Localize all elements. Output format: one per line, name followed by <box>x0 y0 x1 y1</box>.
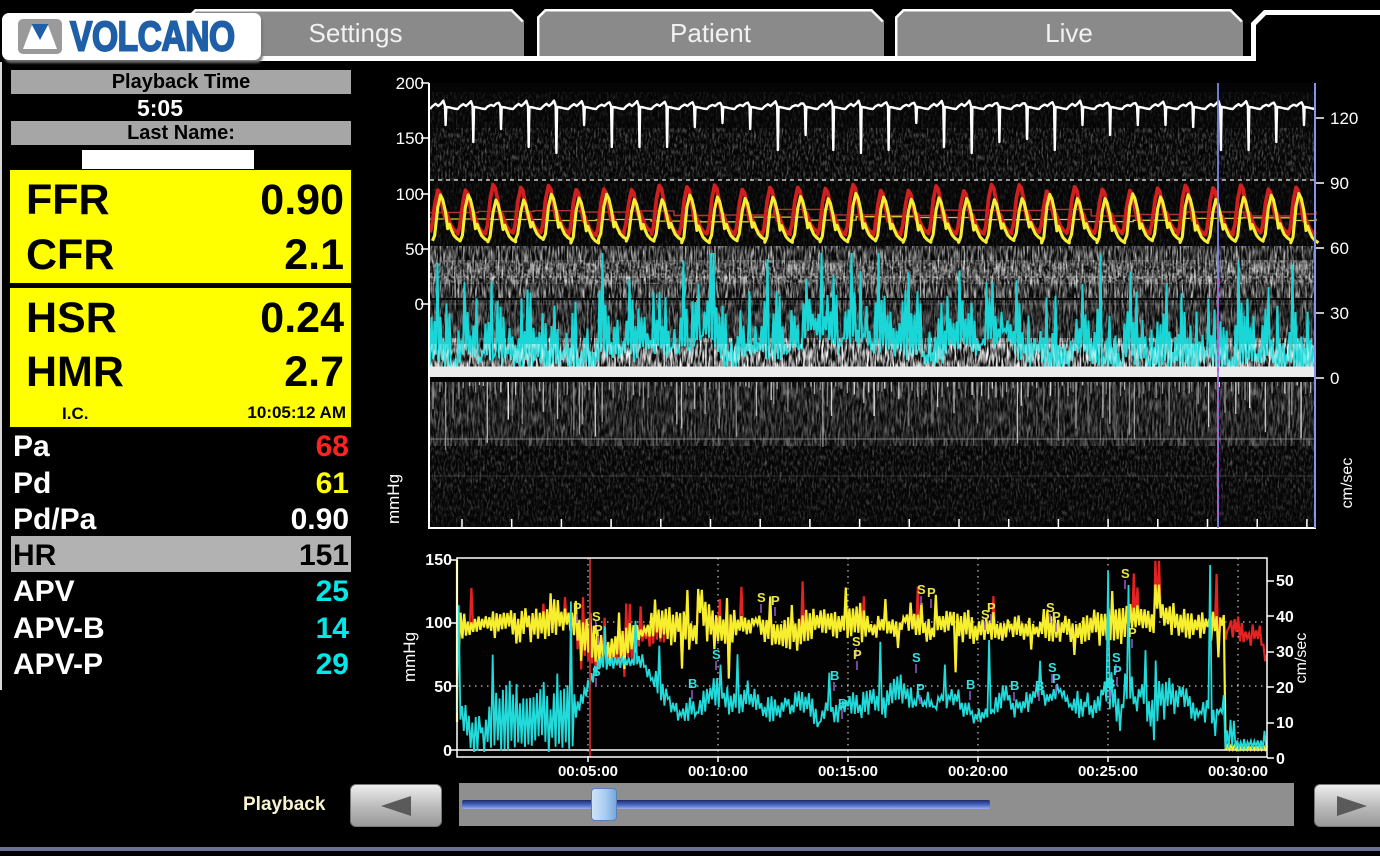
svg-text:150: 150 <box>425 552 452 569</box>
svg-text:B: B <box>1010 678 1019 693</box>
svg-text:40: 40 <box>1276 609 1294 626</box>
svg-text:0: 0 <box>1330 369 1339 388</box>
svg-text:P: P <box>1113 663 1122 678</box>
svg-text:10: 10 <box>1276 715 1294 732</box>
svg-text:S: S <box>757 590 766 605</box>
svg-text:0: 0 <box>443 743 452 760</box>
svg-text:B: B <box>1106 676 1115 691</box>
svg-text:00:05:00: 00:05:00 <box>558 763 618 780</box>
svg-text:P: P <box>573 600 582 615</box>
svg-text:P: P <box>927 585 936 600</box>
svg-text:B: B <box>1035 678 1044 693</box>
svg-text:S: S <box>592 609 601 624</box>
svg-text:P: P <box>916 681 925 696</box>
svg-text:50: 50 <box>1276 573 1294 590</box>
svg-text:30: 30 <box>1276 644 1294 661</box>
svg-text:90: 90 <box>1330 174 1349 193</box>
svg-text:P: P <box>987 600 996 615</box>
svg-text:100: 100 <box>425 615 452 632</box>
svg-text:P: P <box>853 647 862 662</box>
svg-text:cm/sec: cm/sec <box>1293 633 1310 684</box>
svg-text:B: B <box>966 677 975 692</box>
svg-text:S: S <box>912 650 921 665</box>
svg-text:mmHg: mmHg <box>400 632 419 682</box>
svg-text:P: P <box>1128 625 1137 640</box>
svg-text:S: S <box>1112 650 1121 665</box>
svg-text:20: 20 <box>1276 680 1294 697</box>
svg-text:S: S <box>592 664 601 679</box>
svg-text:P: P <box>594 622 603 637</box>
svg-text:S: S <box>917 582 926 597</box>
svg-text:B: B <box>838 696 847 711</box>
svg-text:mmHg: mmHg <box>384 474 403 524</box>
svg-text:S: S <box>852 634 861 649</box>
svg-text:P: P <box>771 593 780 608</box>
svg-text:00:15:00: 00:15:00 <box>818 763 878 780</box>
svg-text:0: 0 <box>1276 751 1285 768</box>
svg-text:S: S <box>1046 600 1055 615</box>
svg-text:100: 100 <box>396 185 424 204</box>
svg-text:30: 30 <box>1330 304 1349 323</box>
svg-text:50: 50 <box>434 679 452 696</box>
svg-text:0: 0 <box>415 295 424 314</box>
svg-text:50: 50 <box>405 240 424 259</box>
svg-text:P: P <box>1052 671 1061 686</box>
svg-text:B: B <box>688 676 697 691</box>
svg-text:60: 60 <box>1330 239 1349 258</box>
svg-text:150: 150 <box>396 129 424 148</box>
svg-text:P: P <box>1052 609 1061 624</box>
svg-text:00:20:00: 00:20:00 <box>948 763 1008 780</box>
svg-text:00:10:00: 00:10:00 <box>688 763 748 780</box>
svg-text:00:30:00: 00:30:00 <box>1208 763 1268 780</box>
svg-text:cm/sec: cm/sec <box>1339 458 1356 509</box>
svg-text:B: B <box>830 668 839 683</box>
svg-text:S: S <box>1121 566 1130 581</box>
svg-text:S: S <box>1048 660 1057 675</box>
svg-text:00:25:00: 00:25:00 <box>1078 763 1138 780</box>
svg-text:200: 200 <box>396 74 424 93</box>
svg-text:120: 120 <box>1330 109 1358 128</box>
svg-text:S: S <box>981 607 990 622</box>
svg-text:S: S <box>712 647 721 662</box>
